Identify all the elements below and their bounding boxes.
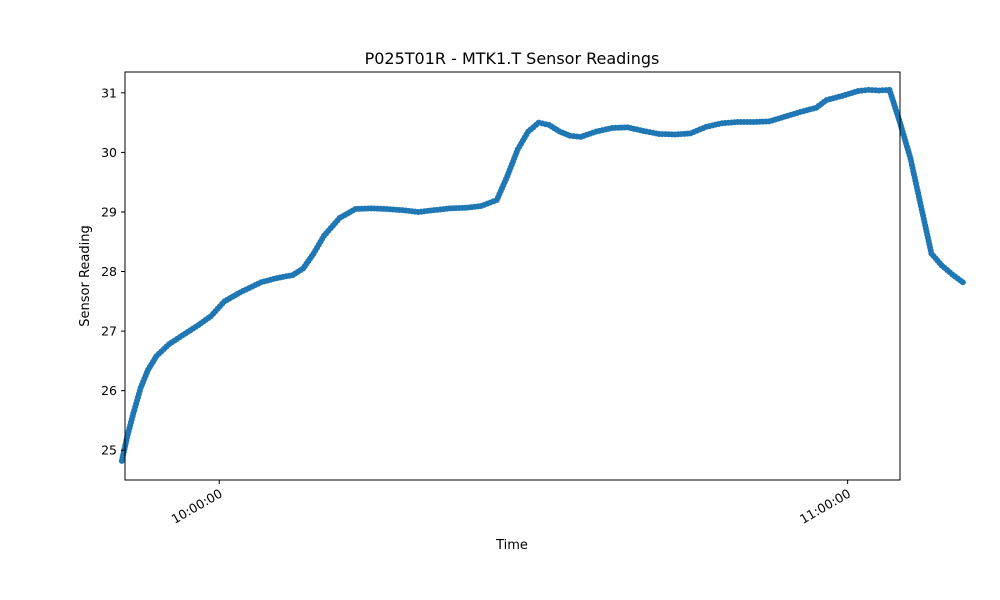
x-tick-label: 11:00:00 [797,486,853,527]
plot-area [118,86,966,464]
y-axis-label: Sensor Reading [78,225,93,326]
series-line [121,89,964,462]
x-axis: 10:00:00 11:00:00 [169,480,853,527]
x-tick-label: 10:00:00 [169,486,225,527]
y-tick-label: 27 [101,324,117,339]
plot-frame [124,71,901,481]
y-axis: 25 26 27 28 29 30 31 [101,85,125,458]
y-tick-label: 31 [101,85,117,100]
y-tick-label: 25 [101,443,117,458]
chart-title: P025T01R - MTK1.T Sensor Readings [365,49,660,68]
y-tick-label: 30 [101,145,117,160]
y-tick-label: 29 [101,204,117,219]
data-point [959,279,966,286]
y-tick-label: 26 [101,383,117,398]
x-axis-label: Time [495,538,528,553]
y-tick-label: 28 [101,264,117,279]
